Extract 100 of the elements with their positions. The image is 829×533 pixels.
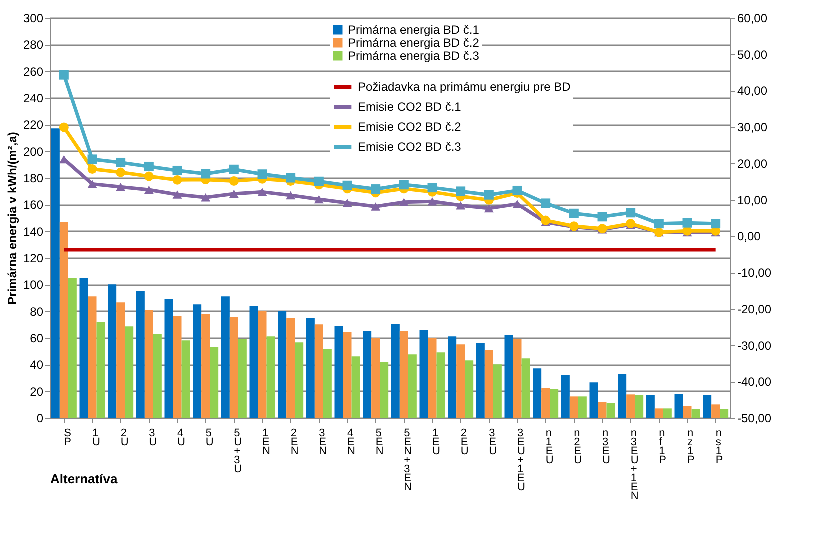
point: [88, 180, 98, 188]
bar: [663, 408, 672, 418]
x-tick-label: 4EN: [348, 428, 356, 458]
bar: [238, 339, 247, 418]
point: [314, 195, 324, 204]
x-tick-label: 4U: [178, 428, 186, 448]
y2-tick-label: 10,00: [738, 193, 768, 208]
x-axis-title: Alternatíva: [50, 472, 118, 486]
bar: [493, 364, 502, 418]
bar: [626, 394, 636, 418]
point: [144, 172, 154, 182]
bar: [456, 344, 466, 418]
x-tick-label: 1U: [92, 428, 100, 448]
point: [541, 198, 551, 208]
bar: [108, 284, 117, 418]
point: [286, 173, 296, 183]
bar: [683, 406, 692, 418]
y-axis-title: Primárna energia v kWh/(m²,a): [5, 132, 20, 305]
bar: [408, 354, 417, 418]
point: [116, 158, 126, 168]
point: [144, 186, 154, 194]
point: [456, 186, 466, 196]
y-tick-label: 300: [23, 12, 44, 26]
point: [229, 164, 239, 174]
bar: [266, 336, 276, 418]
legend-label: Primárna energia BD č.2: [348, 36, 480, 50]
point: [428, 183, 438, 193]
bar: [323, 349, 332, 418]
legend-label: Požiadavka na primámu energiu pre BD: [358, 80, 572, 94]
bar: [202, 314, 210, 418]
point: [569, 208, 579, 218]
point: [598, 212, 608, 222]
point: [541, 216, 551, 226]
point: [172, 190, 182, 199]
legend-label: Primárna energia BD č.3: [348, 49, 480, 63]
point: [484, 190, 494, 200]
point: [342, 198, 352, 208]
bar: [372, 338, 380, 418]
point: [286, 191, 296, 200]
point: [116, 168, 126, 178]
x-tick-label: ns1P: [716, 428, 724, 466]
bar: [363, 331, 372, 418]
point: [59, 122, 69, 132]
point: [172, 175, 182, 185]
point: [399, 198, 409, 206]
y-tick-label: 120: [23, 252, 44, 266]
y-tick-label: 0: [36, 412, 44, 426]
x-tick-label: 2EN: [290, 428, 299, 458]
point: [258, 170, 268, 180]
bar: [420, 330, 428, 418]
y-tick-label: 160: [23, 198, 44, 212]
x-tick-label: 2U: [120, 428, 129, 448]
x-tick-label: n3EU: [602, 428, 610, 466]
x-tick-label: 1EN: [262, 428, 270, 458]
bar: [221, 296, 230, 418]
y2-tick-label: 20,00: [738, 156, 768, 171]
bar: [88, 296, 97, 418]
bar: [712, 404, 720, 418]
y2-tick-label: -30,00: [738, 338, 772, 353]
legend-label: Emisie CO2 BD č.1: [358, 100, 462, 114]
bar: [578, 396, 587, 418]
point: [682, 218, 692, 228]
x-tick-label: 1EU: [432, 428, 440, 458]
point: [116, 182, 126, 192]
x-tick-label: n1EU: [546, 428, 554, 466]
bar: [210, 347, 219, 418]
bar: [182, 340, 190, 418]
point: [88, 154, 98, 164]
bar: [436, 352, 446, 418]
point: [342, 180, 352, 190]
x-tick-label: n3EU+1EN: [630, 428, 639, 502]
bar: [720, 409, 729, 418]
point: [314, 176, 324, 186]
y-tick-label: 140: [23, 224, 44, 239]
bar: [125, 326, 134, 418]
bar: [230, 317, 238, 418]
bar: [144, 310, 154, 418]
point: [201, 194, 211, 202]
bar: [306, 318, 315, 418]
x-tick-label: 5U+3U: [234, 428, 242, 476]
bar: [164, 299, 174, 418]
point: [626, 208, 636, 218]
bar: [504, 335, 514, 418]
y-tick-label: 200: [23, 144, 44, 159]
bar: [703, 395, 712, 418]
bar: [286, 318, 296, 418]
bar: [295, 342, 304, 418]
bar: [465, 360, 474, 418]
point: [371, 184, 381, 194]
bar: [68, 278, 77, 418]
bar: [618, 374, 627, 418]
x-tick-label: nz1P: [688, 428, 695, 466]
point: [172, 166, 182, 176]
bar: [561, 375, 570, 418]
bar: [153, 334, 162, 418]
bar: [352, 356, 360, 418]
y2-tick-label: -50,00: [738, 412, 772, 426]
legend-label: Emisie CO2 BD č.3: [358, 140, 462, 154]
x-tick-label: 5EN+3EN: [404, 428, 412, 494]
bar: [391, 324, 400, 418]
